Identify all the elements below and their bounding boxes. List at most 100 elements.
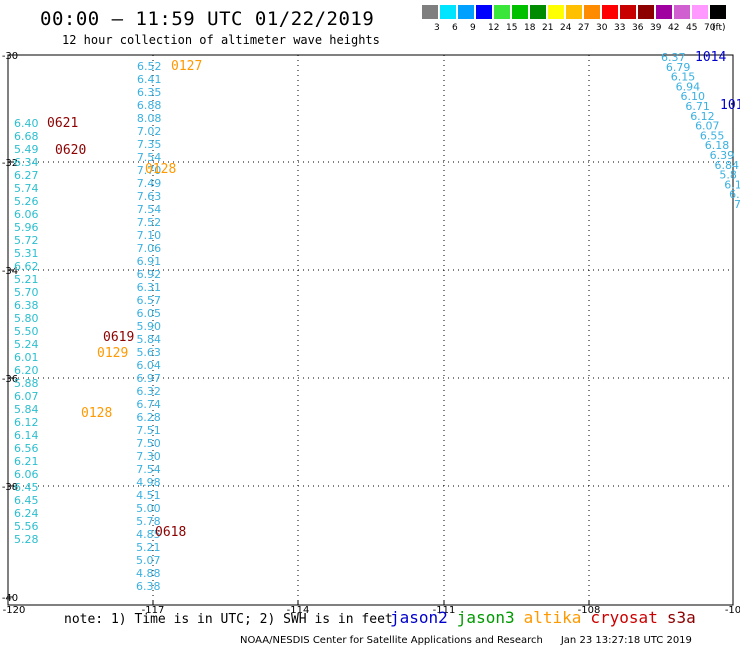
- legend-swatch: [674, 5, 691, 19]
- wave-height-value: 6.55: [700, 129, 725, 142]
- wave-height-value: 5.26: [14, 195, 39, 208]
- wave-height-value: 6.10: [680, 90, 705, 103]
- wave-height-value: 6.27: [14, 169, 39, 182]
- wave-height-value: 6.52: [137, 60, 162, 73]
- satellite-s3a: s3a: [666, 608, 696, 627]
- legend-swatch: [458, 5, 475, 19]
- legend-label: 21: [542, 23, 554, 33]
- wave-height-value: 6.94: [676, 80, 701, 93]
- legend-label: 42: [668, 23, 680, 33]
- wave-height-value: 6.71: [685, 100, 710, 113]
- legend-swatch: [710, 5, 727, 19]
- wave-height-value: 6.79: [666, 61, 691, 74]
- legend-swatch: [512, 5, 529, 19]
- page-subtitle: 12 hour collection of altimeter wave hei…: [62, 33, 380, 47]
- wave-height-value: 6.24: [14, 507, 39, 520]
- footer-note: note: 1) Time is in UTC; 2) SWH is in fe…: [64, 612, 393, 627]
- wave-height-value: 6.14: [14, 429, 39, 442]
- lon-tick-label: -111: [433, 605, 456, 616]
- legend-label: 70: [704, 23, 716, 33]
- wave-height-value: 6.05: [137, 307, 162, 320]
- wave-height-value: 6.: [729, 188, 740, 201]
- wave-height-value: 7.52: [137, 216, 162, 229]
- wave-height-value: 6.88: [137, 99, 162, 112]
- wave-height-color-legend: 3 6 9 12 15 18 21 24 27 30 33 36 39 42 45 70 (ft): [422, 5, 728, 35]
- legend-label: 12: [488, 23, 500, 33]
- legend-swatch: [638, 5, 655, 19]
- wave-height-value: 6.45: [14, 494, 39, 507]
- wave-height-value: 6.07: [695, 120, 720, 133]
- generated-timestamp: Jan 23 13:27:18 UTC 2019: [560, 635, 692, 646]
- wave-height-value: 5.21: [136, 541, 161, 554]
- wave-height-value: 5.74: [14, 182, 39, 195]
- wave-height-value: 7.02: [137, 125, 162, 138]
- wave-height-value: 6.34: [14, 156, 39, 169]
- pass-label-altika: 0128: [81, 406, 112, 421]
- satellite-legend: jason2 jason3 altika cryosat s3a: [390, 608, 705, 627]
- lat-tick-label: -40: [2, 593, 18, 604]
- legend-label: 36: [632, 23, 644, 33]
- wave-height-value: 5.21: [14, 273, 39, 286]
- wave-height-value: 7.54: [137, 151, 162, 164]
- wave-height-value: 6.28: [136, 411, 161, 424]
- pass-label-altika: 0128: [145, 162, 176, 177]
- pass-label-cryosat: 0621: [47, 116, 78, 131]
- wave-height-value: 7.49: [137, 177, 162, 190]
- lon-tick-label: -120: [3, 605, 26, 616]
- wave-height-value: 5.28: [14, 533, 39, 546]
- pass-label-altika: 0127: [171, 59, 202, 74]
- wave-height-value: 7.06: [137, 242, 162, 255]
- lon-tick-label: -108: [578, 605, 601, 616]
- wave-height-value: 6.15: [671, 71, 696, 84]
- legend-label: 24: [560, 23, 572, 33]
- wave-height-value: 7.51: [136, 424, 161, 437]
- wave-height-value: 4.88: [136, 567, 161, 580]
- lat-tick-label: -32: [2, 158, 18, 169]
- wave-height-value: 7.10: [137, 229, 162, 242]
- wave-height-value: 6.37: [661, 51, 686, 64]
- wave-height-value: 5.07: [136, 554, 161, 567]
- wave-height-value: 7.35: [137, 138, 162, 151]
- wave-height-value: 6.18: [705, 139, 730, 152]
- wave-height-value: 6.74: [136, 398, 161, 411]
- wave-height-value: 4.98: [136, 476, 161, 489]
- wave-height-value: 7.70: [137, 164, 162, 177]
- wave-height-value: 6.91: [137, 255, 162, 268]
- wave-height-value: 5.88: [14, 377, 39, 390]
- wave-height-value: 6.41: [137, 73, 162, 86]
- legend-swatch: [584, 5, 601, 19]
- legend-swatch: [656, 5, 673, 19]
- wave-height-value: 7.54: [136, 463, 161, 476]
- wave-height-value: 7.63: [137, 190, 162, 203]
- satellite-jason3: jason3: [456, 608, 515, 627]
- wave-height-value: 5.78: [136, 515, 161, 528]
- legend-label: 18: [524, 23, 536, 33]
- wave-height-value: 5.24: [14, 338, 39, 351]
- wave-height-value: 6.32: [136, 385, 161, 398]
- legend-swatch: [530, 5, 547, 19]
- wave-height-tracks: 6.526.416.356.888.087.027.357.547.707.49…: [14, 51, 740, 593]
- wave-height-value: 7.54: [137, 203, 162, 216]
- wave-height-value: 6.57: [137, 294, 162, 307]
- wave-height-value: 6.38: [136, 580, 161, 593]
- satellite-jason2: jason2: [390, 608, 448, 627]
- wave-height-value: 5.80: [14, 312, 39, 325]
- wave-height-value: 5.72: [14, 234, 39, 247]
- legend-swatch: [548, 5, 565, 19]
- wave-height-value: 7.30: [136, 450, 161, 463]
- legend-label: 3: [434, 23, 440, 33]
- wave-height-value: 5.00: [136, 502, 161, 515]
- wave-height-value: 5.70: [14, 286, 39, 299]
- wave-height-value: 6.04: [136, 359, 161, 372]
- wave-height-value: 5.50: [14, 325, 39, 338]
- map-frame: [7, 54, 734, 606]
- legend-swatch: [440, 5, 457, 19]
- wave-height-value: 6.06: [14, 208, 39, 221]
- legend-label: 39: [650, 23, 662, 33]
- satellite-cryosat: cryosat: [590, 608, 658, 627]
- legend-label: 15: [506, 23, 518, 33]
- wave-height-value: 6.92: [137, 268, 162, 281]
- wave-height-value: 6.40: [14, 117, 39, 130]
- wave-height-value: 6.84: [715, 159, 740, 172]
